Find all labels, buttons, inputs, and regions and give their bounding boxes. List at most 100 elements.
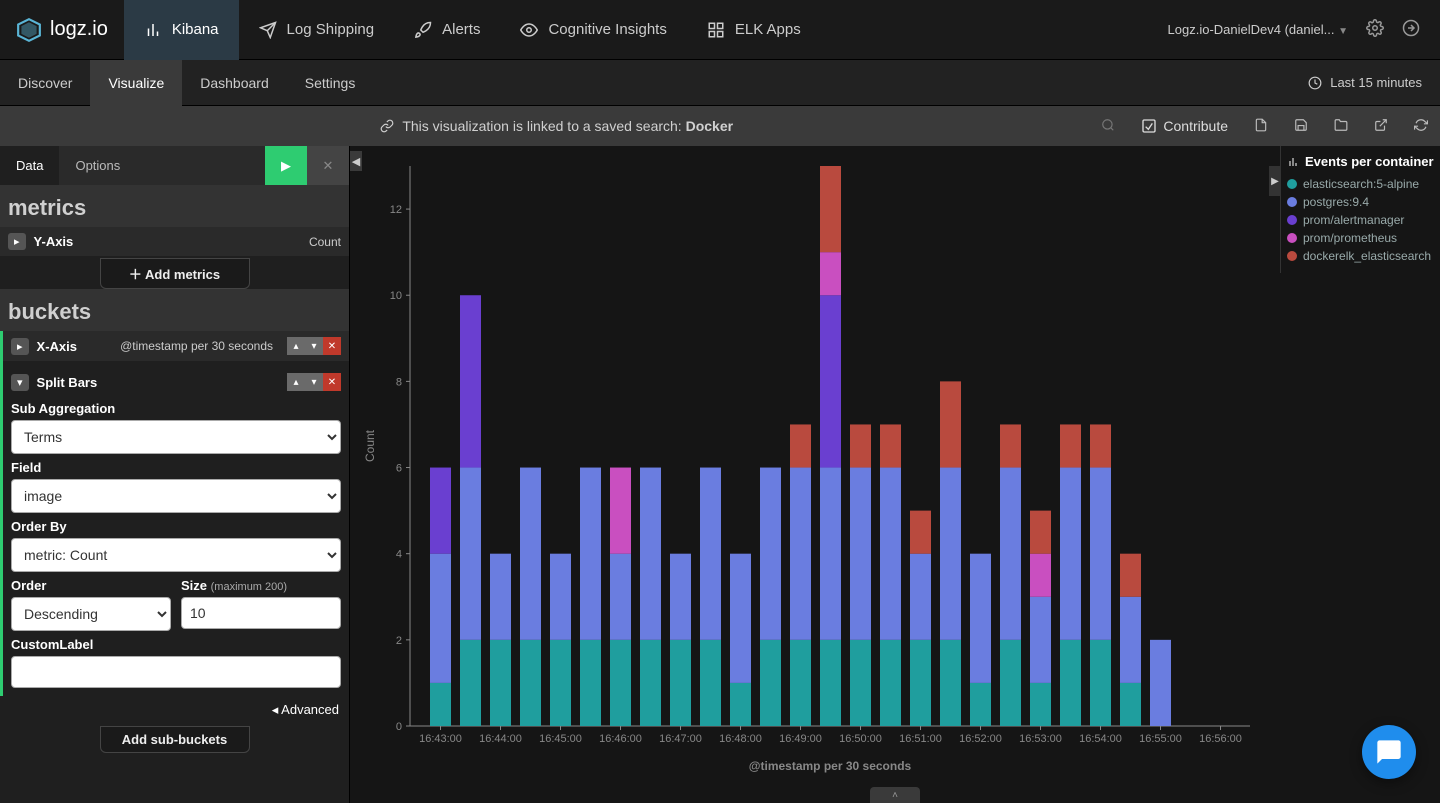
- svg-text:10: 10: [390, 290, 402, 302]
- nav-item-log-shipping[interactable]: Log Shipping: [239, 0, 395, 60]
- svg-text:@timestamp per 30 seconds: @timestamp per 30 seconds: [749, 759, 912, 773]
- legend-title: Events per container: [1287, 154, 1434, 169]
- expand-icon[interactable]: ▸: [11, 338, 29, 355]
- save-icon[interactable]: [1294, 118, 1308, 135]
- brand-logo[interactable]: logz.io: [0, 17, 124, 43]
- bar-chart-icon: [144, 21, 162, 39]
- metrics-section-title: metrics: [0, 185, 349, 227]
- move-up-icon[interactable]: ▴: [287, 373, 305, 391]
- sub-aggregation-label: Sub Aggregation: [11, 401, 341, 416]
- tab-dashboard[interactable]: Dashboard: [182, 60, 287, 106]
- remove-icon[interactable]: ✕: [323, 373, 341, 391]
- svg-text:16:44:00: 16:44:00: [479, 733, 522, 745]
- svg-text:16:48:00: 16:48:00: [719, 733, 762, 745]
- size-label: Size (maximum 200): [181, 578, 341, 593]
- remove-icon[interactable]: ✕: [323, 337, 341, 355]
- nav-item-elk-apps[interactable]: ELK Apps: [687, 0, 821, 60]
- move-down-icon[interactable]: ▾: [305, 337, 323, 355]
- svg-text:16:55:00: 16:55:00: [1139, 733, 1182, 745]
- sidebar-collapse-icon[interactable]: ◀: [350, 151, 362, 171]
- size-input[interactable]: [181, 597, 341, 629]
- orderby-select[interactable]: metric: Count: [11, 538, 341, 572]
- clock-icon: [1308, 76, 1322, 90]
- logout-icon[interactable]: [1402, 19, 1420, 40]
- chart-area: 024681012Count@timestamp per 30 seconds1…: [350, 146, 1440, 803]
- x-axis-label: X-Axis: [37, 339, 77, 354]
- move-up-icon[interactable]: ▴: [287, 337, 305, 355]
- brand-text: logz.io: [50, 18, 108, 41]
- apps-icon: [707, 21, 725, 39]
- svg-text:6: 6: [396, 463, 402, 475]
- legend-item[interactable]: prom/prometheus: [1287, 229, 1434, 247]
- svg-text:16:56:00: 16:56:00: [1199, 733, 1242, 745]
- top-bar: logz.io KibanaLog ShippingAlertsCognitiv…: [0, 0, 1440, 60]
- orderby-label: Order By: [11, 519, 341, 534]
- refresh-icon[interactable]: [1414, 118, 1428, 135]
- add-metrics-button[interactable]: ＋ Add metrics: [100, 258, 250, 289]
- svg-text:Count: Count: [363, 429, 377, 462]
- svg-text:16:51:00: 16:51:00: [899, 733, 942, 745]
- logo-icon: [16, 17, 42, 43]
- order-select[interactable]: Descending: [11, 597, 171, 631]
- chat-widget[interactable]: [1362, 725, 1416, 779]
- tab-settings[interactable]: Settings: [287, 60, 374, 106]
- new-icon[interactable]: [1254, 118, 1268, 135]
- svg-text:0: 0: [396, 721, 402, 733]
- open-icon[interactable]: [1334, 118, 1348, 135]
- field-select[interactable]: image: [11, 479, 341, 513]
- nav-item-cognitive-insights[interactable]: Cognitive Insights: [500, 0, 686, 60]
- tab-visualize[interactable]: Visualize: [90, 60, 182, 106]
- legend-item[interactable]: postgres:9.4: [1287, 193, 1434, 211]
- split-bars-label: Split Bars: [37, 375, 98, 390]
- svg-text:16:52:00: 16:52:00: [959, 733, 1002, 745]
- account-selector[interactable]: Logz.io-DanielDev4 (daniel... ▼: [1168, 22, 1348, 37]
- nav-item-kibana[interactable]: Kibana: [124, 0, 239, 60]
- toolbar: This visualization is linked to a saved …: [0, 106, 1440, 146]
- search-icon[interactable]: [1101, 118, 1115, 135]
- move-down-icon[interactable]: ▾: [305, 373, 323, 391]
- share-icon[interactable]: [1374, 118, 1388, 135]
- nav-item-alerts[interactable]: Alerts: [394, 0, 500, 60]
- legend-item[interactable]: dockerelk_elasticsearch: [1287, 247, 1434, 265]
- send-icon: [259, 21, 277, 39]
- customlabel-input[interactable]: [11, 656, 341, 688]
- x-axis-meta: @timestamp per 30 seconds: [120, 339, 273, 353]
- time-range-selector[interactable]: Last 15 minutes: [1330, 75, 1422, 90]
- sidebar-tab-data[interactable]: Data: [0, 146, 59, 185]
- config-sidebar: DataOptions ▶ ✕ metrics ▸ Y-Axis Count ＋…: [0, 146, 350, 803]
- y-axis-label: Y-Axis: [34, 234, 74, 249]
- svg-text:16:50:00: 16:50:00: [839, 733, 882, 745]
- sidebar-tab-options[interactable]: Options: [59, 146, 136, 185]
- collapse-icon[interactable]: ▾: [11, 374, 29, 391]
- link-icon: [380, 119, 394, 133]
- events-chart[interactable]: 024681012Count@timestamp per 30 seconds1…: [360, 156, 1260, 776]
- legend-item[interactable]: elasticsearch:5-alpine: [1287, 175, 1434, 193]
- expand-icon[interactable]: ▸: [8, 233, 26, 250]
- apply-button[interactable]: ▶: [265, 146, 307, 185]
- bottom-expand-icon[interactable]: ˄: [870, 787, 920, 803]
- y-axis-value: Count: [309, 235, 341, 249]
- svg-text:16:47:00: 16:47:00: [659, 733, 702, 745]
- sub-aggregation-select[interactable]: Terms: [11, 420, 341, 454]
- svg-text:16:49:00: 16:49:00: [779, 733, 822, 745]
- svg-text:12: 12: [390, 204, 402, 216]
- svg-text:16:46:00: 16:46:00: [599, 733, 642, 745]
- add-sub-buckets-button[interactable]: Add sub-buckets: [100, 726, 250, 753]
- customlabel-label: CustomLabel: [11, 637, 341, 652]
- legend-collapse-icon[interactable]: ▶: [1269, 166, 1281, 196]
- sub-nav: DiscoverVisualizeDashboardSettings Last …: [0, 60, 1440, 106]
- svg-text:4: 4: [396, 549, 402, 561]
- order-label: Order: [11, 578, 171, 593]
- legend-item[interactable]: prom/alertmanager: [1287, 211, 1434, 229]
- tab-discover[interactable]: Discover: [0, 60, 90, 106]
- gear-icon[interactable]: [1366, 19, 1384, 40]
- svg-text:16:43:00: 16:43:00: [419, 733, 462, 745]
- advanced-toggle[interactable]: ◂ Advanced: [0, 696, 349, 724]
- chart-legend: ▶ Events per container elasticsearch:5-a…: [1280, 146, 1440, 273]
- svg-text:8: 8: [396, 376, 402, 388]
- contribute-button[interactable]: Contribute: [1141, 118, 1228, 134]
- buckets-section-title: buckets: [0, 289, 349, 331]
- discard-button[interactable]: ✕: [307, 146, 349, 185]
- rocket-icon: [414, 21, 432, 39]
- linked-search-text: This visualization is linked to a saved …: [402, 118, 733, 134]
